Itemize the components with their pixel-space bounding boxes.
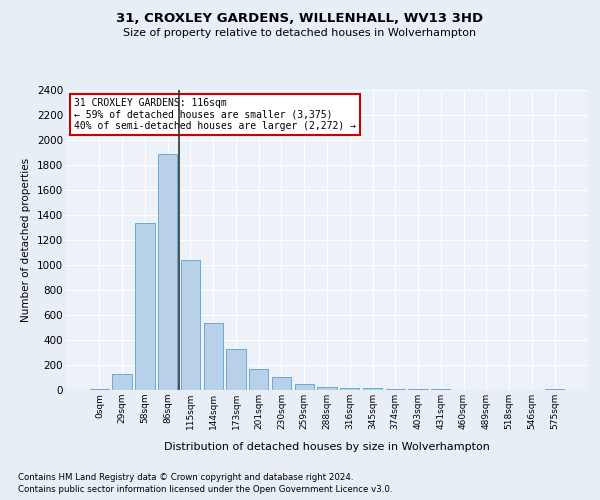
Bar: [112, 374, 132, 390]
Bar: [386, 389, 405, 390]
Text: Size of property relative to detached houses in Wolverhampton: Size of property relative to detached ho…: [124, 28, 476, 38]
Text: Contains HM Land Registry data © Crown copyright and database right 2024.: Contains HM Land Registry data © Crown c…: [18, 472, 353, 482]
Text: 31, CROXLEY GARDENS, WILLENHALL, WV13 3HD: 31, CROXLEY GARDENS, WILLENHALL, WV13 3H…: [116, 12, 484, 26]
Bar: [272, 377, 291, 390]
Bar: [363, 388, 382, 390]
Bar: [431, 389, 451, 390]
Bar: [249, 370, 268, 390]
Y-axis label: Number of detached properties: Number of detached properties: [22, 158, 31, 322]
Text: 31 CROXLEY GARDENS: 116sqm
← 59% of detached houses are smaller (3,375)
40% of s: 31 CROXLEY GARDENS: 116sqm ← 59% of deta…: [74, 98, 356, 130]
Bar: [158, 154, 178, 390]
Bar: [226, 349, 245, 390]
Text: Contains public sector information licensed under the Open Government Licence v3: Contains public sector information licen…: [18, 485, 392, 494]
Bar: [317, 387, 337, 390]
Bar: [135, 222, 155, 390]
Bar: [181, 260, 200, 390]
Bar: [295, 384, 314, 390]
Bar: [203, 322, 223, 390]
Bar: [340, 388, 359, 390]
Bar: [90, 389, 109, 390]
Text: Distribution of detached houses by size in Wolverhampton: Distribution of detached houses by size …: [164, 442, 490, 452]
Bar: [409, 389, 428, 390]
Bar: [545, 389, 564, 390]
